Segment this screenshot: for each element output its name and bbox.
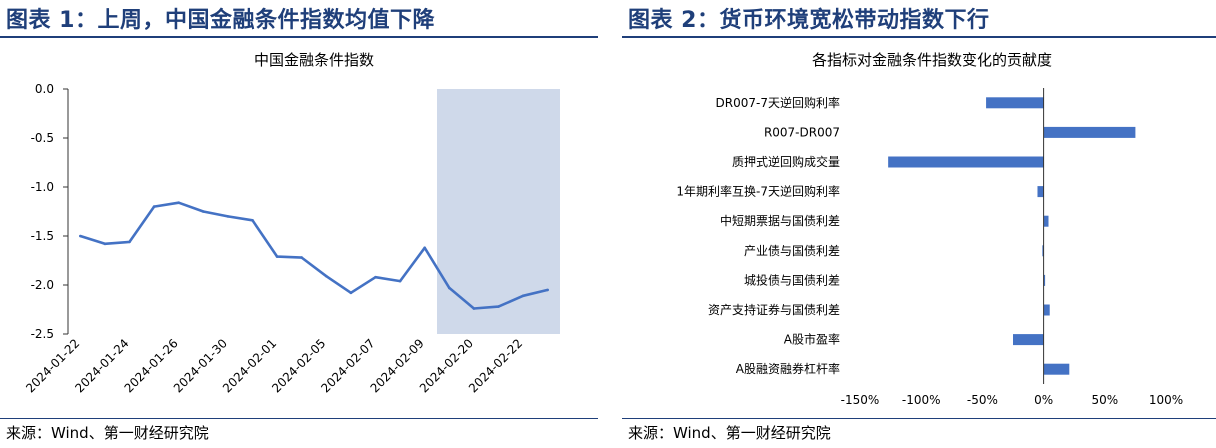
figure-2-top-rule <box>622 36 1216 38</box>
figure-1-bottom-rule <box>0 418 598 419</box>
figure-2-panel: 图表 2：货币环境宽松带动指数下行 各指标对金融条件指数变化的贡献度 DR007-… <box>622 0 1216 448</box>
category-label: 产业债与国债利差 <box>744 244 840 258</box>
data-point <box>275 255 279 258</box>
y-tick-label: 0.0 <box>35 82 54 96</box>
x-tick-label: -100% <box>902 393 941 407</box>
data-point <box>423 246 427 250</box>
bar <box>1043 126 1136 138</box>
data-point <box>177 201 180 204</box>
bar <box>1037 186 1044 198</box>
data-point <box>521 294 525 298</box>
y-tick-label: -1.0 <box>31 180 54 194</box>
data-point <box>398 279 402 283</box>
y-tick-label: -2.5 <box>31 327 54 341</box>
data-point <box>226 215 230 218</box>
data-point <box>448 286 451 290</box>
y-tick-label: -1.5 <box>31 229 54 243</box>
bar <box>888 156 1044 168</box>
category-label: 中短期票据与国债利差 <box>720 213 840 228</box>
category-label: A股市盈率 <box>784 332 840 347</box>
y-tick-label: -0.5 <box>31 131 54 145</box>
data-point <box>103 242 107 246</box>
data-point <box>349 291 353 295</box>
y-tick-label: -2.0 <box>31 278 54 292</box>
category-label: A股融资融券杠杆率 <box>736 361 840 376</box>
category-label: R007-DR007 <box>764 125 840 139</box>
data-point <box>497 305 500 308</box>
data-point <box>128 240 131 244</box>
data-point <box>546 288 549 292</box>
bar-chart-title: 各指标对金融条件指数变化的贡献度 <box>812 51 1052 69</box>
figure-2-source: 来源：Wind、第一财经研究院 <box>628 424 831 442</box>
category-label: 1年期利率互换-7天逆回购利率 <box>676 184 840 199</box>
bar <box>986 97 1044 109</box>
x-tick-label: -50% <box>967 393 998 407</box>
data-point <box>251 219 254 222</box>
x-tick-label: 0% <box>1034 393 1053 407</box>
bar <box>1043 215 1049 227</box>
bar-chart: 各指标对金融条件指数变化的贡献度 DR007-7天逆回购利率 R007-DR007 质… <box>676 51 1183 407</box>
figure-1-title: 图表 1：上周，中国金融条件指数均值下降 <box>6 8 435 33</box>
data-point <box>79 234 82 238</box>
line-chart-title: 中国金融条件指数 <box>254 51 374 69</box>
line-chart: 中国金融条件指数0.0-0.5-1.0-1.5-2.0-2.52024-01-2… <box>23 51 560 395</box>
data-point <box>325 274 328 278</box>
data-point <box>300 256 304 259</box>
bar <box>1013 334 1044 346</box>
category-label: 质押式逆回购成交量 <box>732 154 840 169</box>
x-tick-label: -150% <box>841 393 880 407</box>
bar <box>1043 363 1070 375</box>
category-label: DR007-7天逆回购利率 <box>716 95 840 110</box>
category-label: 城投债与国债利差 <box>744 272 840 287</box>
figure-2-title: 图表 2：货币环境宽松带动指数下行 <box>628 8 990 33</box>
data-point <box>374 275 377 279</box>
figure-1-top-rule <box>0 36 598 38</box>
figure-1-source: 来源：Wind、第一财经研究院 <box>6 424 209 442</box>
data-point <box>202 210 205 213</box>
x-tick-label: 100% <box>1149 393 1183 407</box>
category-label: 资产支持证券与国债利差 <box>708 302 840 317</box>
bar <box>1043 304 1050 316</box>
highlight-band <box>437 89 560 334</box>
series-line <box>79 201 549 310</box>
data-point <box>152 205 156 208</box>
data-point <box>472 307 476 310</box>
figure-2-bottom-rule <box>622 418 1216 419</box>
figure-1-panel: 图表 1：上周，中国金融条件指数均值下降 中国金融条件指数 0.0 -0.5 -1.0… <box>0 0 598 448</box>
bar <box>1043 274 1046 286</box>
x-tick-label: 50% <box>1091 393 1118 407</box>
